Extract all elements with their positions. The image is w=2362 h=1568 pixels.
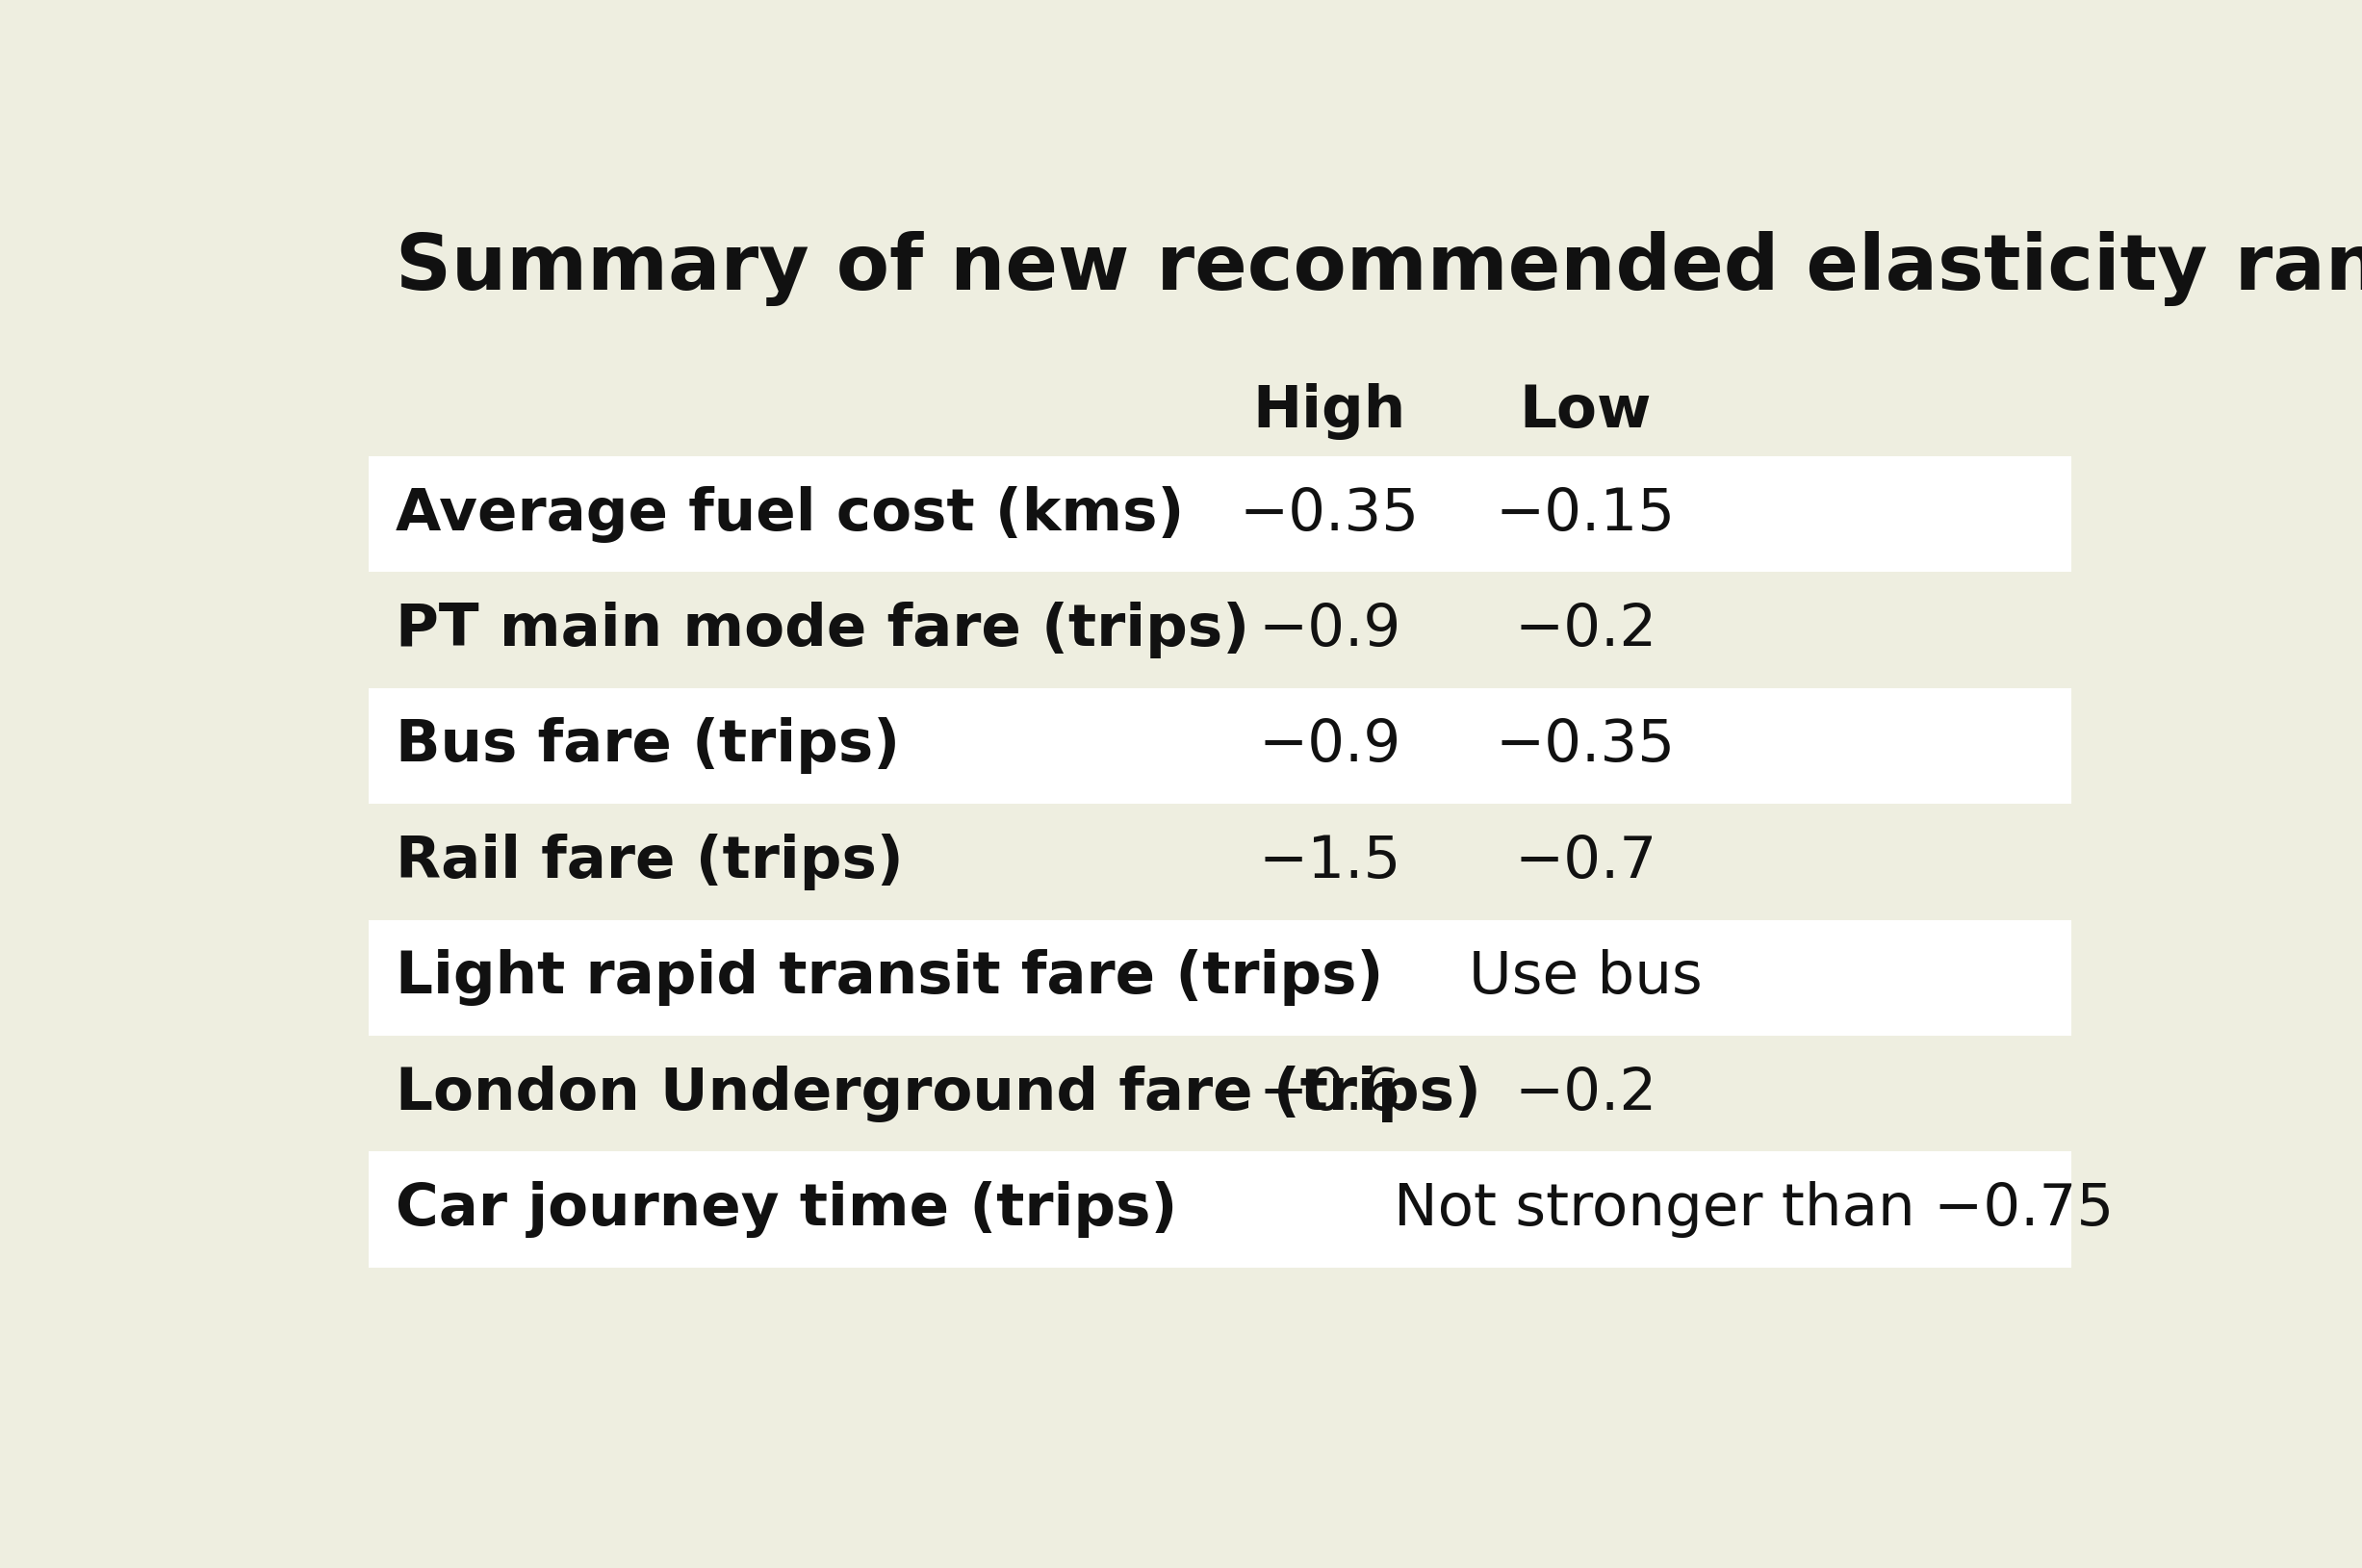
Text: Light rapid transit fare (trips): Light rapid transit fare (trips) (397, 949, 1384, 1007)
Text: −0.9: −0.9 (1259, 602, 1401, 659)
Text: Average fuel cost (kms): Average fuel cost (kms) (397, 486, 1186, 543)
Text: −0.15: −0.15 (1495, 486, 1677, 543)
Bar (368, 456, 2071, 572)
Bar (368, 572, 2071, 688)
Bar (368, 688, 2071, 804)
Text: −0.35: −0.35 (1495, 718, 1677, 775)
Text: Car journey time (trips): Car journey time (trips) (397, 1181, 1179, 1239)
Text: Bus fare (trips): Bus fare (trips) (397, 718, 900, 775)
Text: −0.2: −0.2 (1514, 602, 1658, 659)
Text: Use bus: Use bus (1469, 949, 1703, 1007)
Text: −0.6: −0.6 (1259, 1065, 1401, 1123)
Bar (368, 804, 2071, 920)
Text: Summary of new recommended elasticity ranges: Summary of new recommended elasticity ra… (397, 230, 2362, 306)
Bar (368, 1151, 2071, 1267)
Text: High: High (1252, 383, 1405, 441)
Text: Low: Low (1519, 383, 1651, 441)
Text: Not stronger than −0.75: Not stronger than −0.75 (1394, 1181, 2114, 1239)
Text: Rail fare (trips): Rail fare (trips) (397, 834, 905, 891)
Bar (368, 920, 2071, 1036)
Bar (368, 1036, 2071, 1151)
Text: PT main mode fare (trips): PT main mode fare (trips) (397, 602, 1249, 659)
Text: −0.2: −0.2 (1514, 1065, 1658, 1123)
Text: −0.35: −0.35 (1240, 486, 1420, 543)
Text: −0.7: −0.7 (1514, 834, 1658, 891)
Text: London Underground fare (trips): London Underground fare (trips) (397, 1065, 1481, 1123)
Text: −1.5: −1.5 (1259, 834, 1401, 891)
Text: −0.9: −0.9 (1259, 718, 1401, 775)
